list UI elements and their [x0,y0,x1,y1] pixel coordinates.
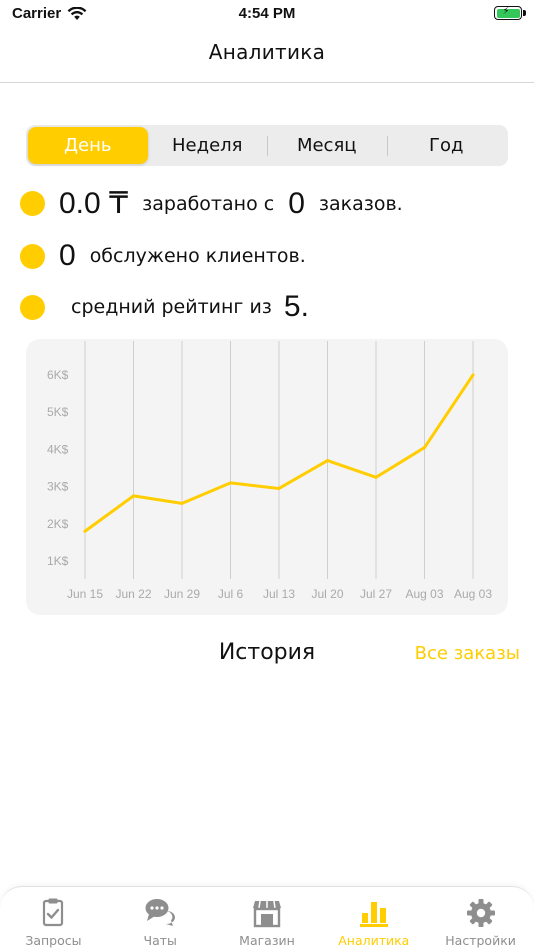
gear-icon [466,899,495,927]
x-tick-label: Jun 22 [115,587,151,601]
bar-chart-icon [359,902,388,927]
data-point [471,373,475,377]
data-point [132,494,135,498]
data-point [83,529,87,533]
rating-max: 5. [283,290,309,323]
rating-label: средний рейтинг из [71,296,272,318]
x-tick-label: Jul 13 [263,587,295,601]
y-tick-label: 6K$ [47,368,69,382]
tab-bar: Запросы Чаты Магазин Аналитика [0,886,534,950]
period-segmented-control: День Неделя Месяц Год [26,125,508,166]
tab-label: Запросы [25,933,82,948]
chart-canvas: 1K$ 2K$ 3K$ 4K$ 5K$ 6K$ Jun 15 Jun 22 Jun 29 Jul … [47,341,492,601]
tab-requests[interactable]: Запросы [0,887,107,950]
clients-stat: 0 обслужено клиентов. [20,239,306,273]
x-tick-label: Aug 03 [454,587,492,601]
segment-month[interactable]: Месяц [267,127,387,164]
y-tick-label: 5K$ [47,405,69,419]
battery-charging-icon [494,6,526,20]
clients-count: 0 [59,239,76,272]
data-point [277,486,281,490]
segment-year[interactable]: Год [386,127,507,164]
tab-label: Чаты [143,933,177,948]
wifi-icon [67,6,87,20]
earnings-bullet-icon [20,191,45,216]
x-tick-label: Jun 15 [67,587,103,601]
segment-day[interactable]: День [28,127,148,164]
rating-stat: средний рейтинг из 5. [20,290,309,324]
tab-chats[interactable]: Чаты [107,887,214,950]
earned-label: заработано с [142,192,275,215]
status-time: 4:54 PM [238,5,296,22]
tab-label: Аналитика [338,933,410,948]
status-bar: Carrier 4:54 PM [0,0,534,28]
clients-bullet-icon [20,243,45,269]
orders-count: 0 [288,186,305,220]
rating-bullet-icon [20,294,45,320]
y-tick-label: 1K$ [47,554,69,568]
earnings-chart: 1K$ 2K$ 3K$ 4K$ 5K$ 6K$ Jun 15 Jun 22 Jun 29 Jul … [26,339,508,615]
data-point [229,481,232,485]
y-tick-label: 4K$ [47,442,69,456]
page-title: Аналитика [208,40,326,64]
x-tick-label: Jul 27 [360,587,392,601]
history-title: История [218,640,316,665]
tab-settings[interactable]: Настройки [427,887,534,950]
tab-label: Магазин [239,933,295,948]
x-tick-label: Aug 03 [405,587,443,601]
tab-analytics[interactable]: Аналитика [320,887,427,950]
x-tick-label: Jun 29 [164,587,200,601]
x-tick-label: Jul 20 [311,587,343,601]
carrier-name: Carrier [12,5,62,22]
nav-divider [0,82,534,83]
x-tick-label: Jul 6 [218,587,244,601]
data-point [423,446,426,450]
y-tick-label: 3K$ [47,480,69,494]
y-tick-label: 2K$ [47,517,69,531]
earned-amount: 0.0 ₸ [59,187,129,220]
data-point [180,501,184,505]
chat-bubbles-icon [145,899,176,926]
all-orders-link[interactable]: Все заказы [414,643,520,664]
carrier-label: Carrier [12,5,87,22]
clients-label: обслужено клиентов. [89,245,306,267]
orders-label: заказов. [318,192,403,215]
earnings-stat: 0.0 ₸ заработано с 0 заказов. [20,186,403,221]
clipboard-check-icon [43,898,64,927]
data-point [374,475,378,479]
data-point [326,459,329,463]
tab-label: Настройки [445,933,516,948]
tab-store[interactable]: Магазин [214,887,321,950]
segment-week[interactable]: Неделя [172,135,243,156]
store-icon [252,900,281,928]
